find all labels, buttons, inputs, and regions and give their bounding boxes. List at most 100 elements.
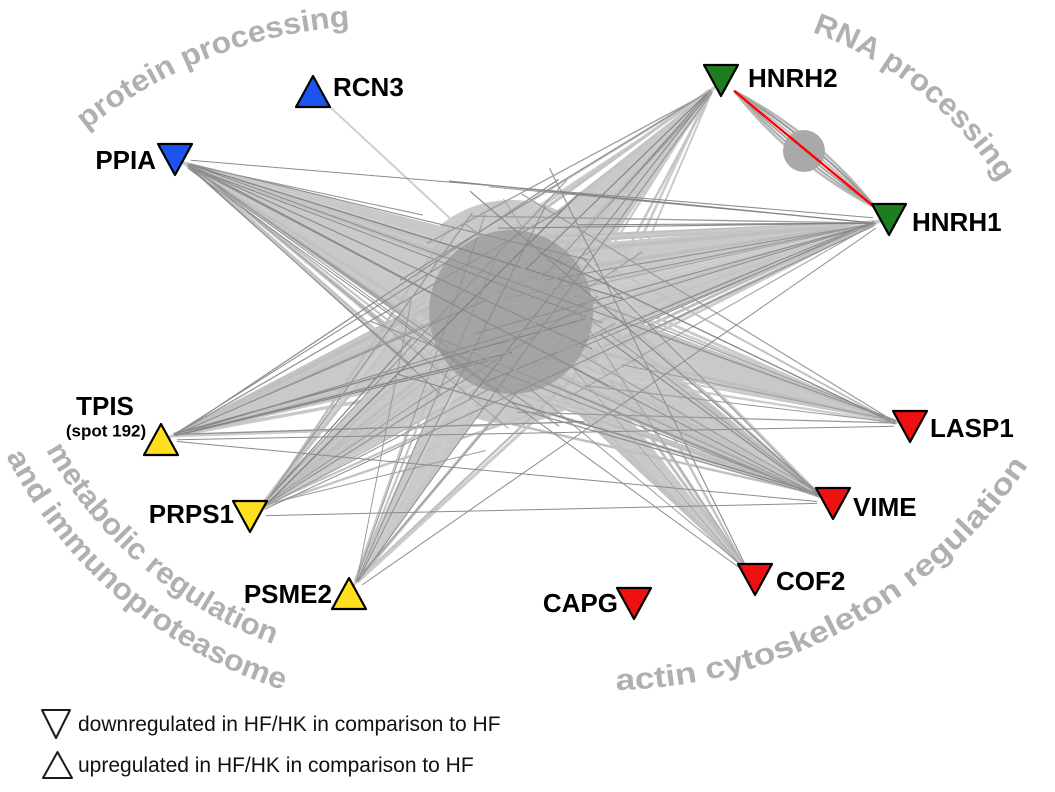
edge-cross bbox=[187, 167, 743, 571]
edge-dark bbox=[517, 411, 897, 424]
edge-dark bbox=[189, 164, 560, 427]
edge-light bbox=[174, 423, 498, 438]
edge-light bbox=[356, 343, 619, 584]
edge-cross bbox=[264, 225, 875, 510]
edge-dark bbox=[433, 335, 820, 498]
edge-cross bbox=[176, 425, 895, 441]
node-COF2[interactable] bbox=[736, 562, 774, 597]
node-label-RCN3: RCN3 bbox=[333, 72, 404, 102]
edge-dark bbox=[580, 256, 821, 498]
node-PRPS1[interactable] bbox=[231, 499, 269, 534]
edge-dark bbox=[469, 190, 821, 496]
edge-dark bbox=[503, 198, 747, 569]
edge-dark bbox=[355, 214, 486, 583]
legend-upregulated-icon bbox=[42, 751, 73, 779]
edge-dark bbox=[188, 165, 603, 324]
edge-light bbox=[188, 164, 461, 378]
edge-dark bbox=[399, 89, 712, 281]
edge-cross bbox=[357, 92, 713, 582]
edge-dark bbox=[516, 223, 874, 303]
edge-light bbox=[262, 227, 451, 508]
edge-light bbox=[459, 372, 821, 497]
node-label-COF2: COF2 bbox=[776, 566, 845, 596]
edge-dark bbox=[262, 251, 643, 506]
edge-dark bbox=[474, 222, 876, 335]
node-label-HNRH2: HNRH2 bbox=[748, 63, 838, 93]
edge-dark bbox=[463, 222, 822, 496]
node-HNRH2[interactable] bbox=[702, 63, 740, 98]
edge-dark bbox=[176, 360, 489, 437]
edge-dark bbox=[260, 179, 568, 507]
edge-dark bbox=[188, 164, 424, 216]
node-CAPG[interactable] bbox=[615, 586, 653, 621]
node-label-VIME: VIME bbox=[853, 492, 917, 522]
node-PSME2[interactable] bbox=[330, 576, 368, 611]
edge-dark bbox=[187, 164, 501, 393]
edge-dark bbox=[519, 272, 896, 421]
edge-dark bbox=[356, 247, 501, 582]
edge-dark bbox=[260, 449, 486, 507]
edge-dark bbox=[548, 335, 822, 495]
edge-dark bbox=[261, 337, 412, 506]
node-label-PRPS1: PRPS1 bbox=[149, 499, 234, 529]
node-PPIA[interactable] bbox=[156, 142, 194, 177]
node-TPIS[interactable] bbox=[142, 422, 180, 457]
node-label-HNRH1: HNRH1 bbox=[912, 207, 1002, 237]
edge-dark bbox=[189, 164, 593, 350]
edge-cross bbox=[176, 223, 874, 436]
node-labels-layer: RCN3 PPIA HNRH2 HNRH1 TPIS(spot 192) PRPS1 PSM… bbox=[63, 60, 1016, 621]
edge-dark bbox=[506, 222, 875, 299]
edge-light bbox=[614, 330, 822, 496]
node-sublabel-TPIS: (spot 192) bbox=[66, 422, 146, 441]
edge-light bbox=[188, 164, 410, 361]
node-label-TPIS: TPIS bbox=[76, 391, 134, 421]
legend-downregulated-label: downregulated in HF/HK in comparison to … bbox=[78, 713, 501, 736]
edge-dark bbox=[469, 91, 711, 400]
edge-dark bbox=[189, 164, 623, 300]
node-HNRH1[interactable] bbox=[870, 202, 908, 237]
node-label-LASP1: LASP1 bbox=[930, 413, 1014, 443]
edge-dark bbox=[175, 351, 513, 436]
node-VIME[interactable] bbox=[814, 486, 852, 521]
edge-dark bbox=[502, 350, 820, 497]
edge-dark bbox=[174, 259, 450, 435]
edge-dark bbox=[548, 167, 747, 568]
edge-dark bbox=[621, 364, 895, 422]
edge-dark bbox=[521, 193, 897, 423]
edge-dark bbox=[259, 296, 598, 509]
node-label-PPIA: PPIA bbox=[95, 145, 156, 175]
node-LASP1[interactable] bbox=[891, 409, 929, 444]
legend-downregulated-icon bbox=[41, 709, 71, 739]
edge-dark bbox=[356, 300, 412, 583]
edge-dark bbox=[600, 334, 822, 498]
legend-upregulated-label: upregulated in HF/HK in comparison to HF bbox=[78, 754, 474, 777]
edge-dark bbox=[584, 385, 897, 424]
edge-dark bbox=[187, 165, 410, 365]
edge-dark bbox=[189, 163, 590, 261]
edge-cross bbox=[188, 165, 820, 497]
edge-dark bbox=[369, 320, 819, 497]
edge-light bbox=[508, 347, 747, 570]
edge-dark bbox=[571, 223, 875, 396]
node-RCN3[interactable] bbox=[294, 74, 332, 109]
edge-paralog-red bbox=[733, 89, 877, 210]
edge-dark bbox=[357, 205, 547, 583]
dark-edges-layer bbox=[173, 89, 897, 586]
category-label-rna-processing: RNA processing bbox=[809, 8, 1021, 187]
edge-cross bbox=[265, 502, 818, 517]
edge-cross bbox=[189, 164, 896, 421]
edge-light bbox=[577, 373, 820, 497]
nodes-layer bbox=[142, 63, 929, 621]
edge-dark bbox=[541, 91, 713, 279]
node-label-CAPG: CAPG bbox=[543, 588, 618, 618]
edge-light bbox=[506, 90, 713, 231]
edge-light bbox=[548, 221, 875, 254]
category-label-protein-processing: protein processing bbox=[70, 0, 351, 135]
edge-dark bbox=[506, 290, 745, 570]
edge-dark bbox=[497, 222, 876, 229]
edge-dark bbox=[526, 89, 712, 269]
edge-light bbox=[512, 422, 822, 497]
edge-dark bbox=[261, 212, 473, 507]
